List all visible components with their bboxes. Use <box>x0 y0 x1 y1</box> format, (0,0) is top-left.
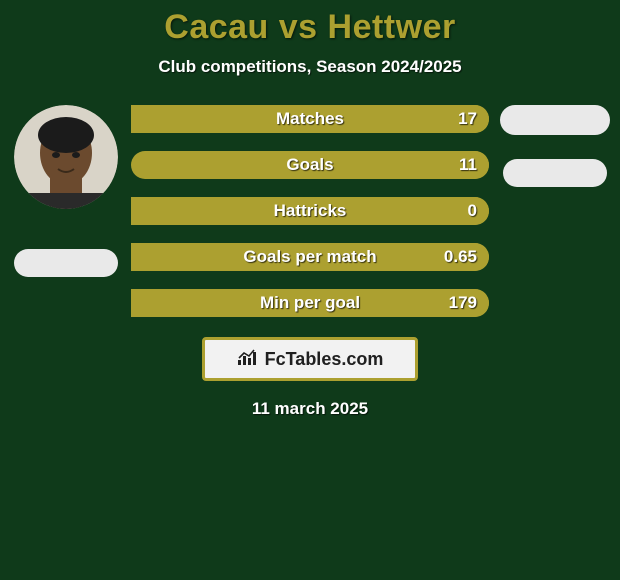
stat-label: Goals per match <box>243 247 376 267</box>
content-root: Cacau vs Hettwer Club competitions, Seas… <box>0 0 620 580</box>
player-right-club-badge <box>503 159 607 187</box>
stat-bar: Hattricks 0 <box>131 197 489 225</box>
brand-box[interactable]: FcTables.com <box>202 337 418 381</box>
stat-bar: Goals per match 0.65 <box>131 243 489 271</box>
stat-value-right: 0 <box>468 201 477 221</box>
player-left-avatar <box>14 105 118 209</box>
brand-text: FcTables.com <box>265 349 384 370</box>
stat-label: Hattricks <box>274 201 347 221</box>
page-subtitle: Club competitions, Season 2024/2025 <box>0 57 620 77</box>
stat-label: Goals <box>286 155 333 175</box>
player-left-club-badge <box>14 249 118 277</box>
stat-bar: Matches 17 <box>131 105 489 133</box>
stat-value-right: 179 <box>449 293 477 313</box>
comparison-row: Matches 17 Goals 11 Hattricks 0 Goals per matc… <box>0 105 620 317</box>
stat-bar: Goals 11 <box>131 151 489 179</box>
stats-column: Matches 17 Goals 11 Hattricks 0 Goals per matc… <box>123 105 497 317</box>
player-left-column <box>8 105 123 277</box>
player-right-avatar <box>500 105 610 135</box>
stat-value-right: 11 <box>459 155 477 175</box>
stat-label: Min per goal <box>260 293 360 313</box>
player-right-column <box>497 105 612 187</box>
stat-label: Matches <box>276 109 344 129</box>
page-title: Cacau vs Hettwer <box>0 0 620 47</box>
date-line: 11 march 2025 <box>0 399 620 419</box>
stat-value-right: 0.65 <box>444 247 477 267</box>
player-left-face-icon <box>14 105 118 209</box>
stat-bar: Min per goal 179 <box>131 289 489 317</box>
stat-value-right: 17 <box>458 109 477 129</box>
brand-chart-icon <box>237 348 259 371</box>
